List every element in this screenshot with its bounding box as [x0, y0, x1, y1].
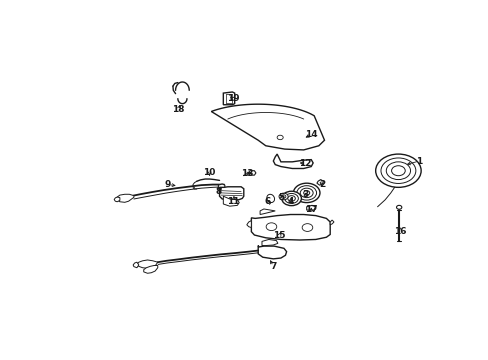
- Text: 17: 17: [305, 205, 317, 214]
- Text: 2: 2: [319, 180, 325, 189]
- Polygon shape: [248, 171, 255, 175]
- Circle shape: [396, 205, 401, 209]
- Text: 6: 6: [264, 197, 270, 206]
- Circle shape: [375, 154, 420, 187]
- Polygon shape: [117, 194, 134, 202]
- Circle shape: [386, 162, 410, 180]
- Circle shape: [380, 158, 415, 184]
- Polygon shape: [218, 184, 224, 190]
- Circle shape: [277, 135, 283, 140]
- Circle shape: [287, 196, 295, 201]
- Circle shape: [281, 191, 301, 206]
- Text: 18: 18: [172, 105, 184, 114]
- Polygon shape: [273, 154, 312, 168]
- Ellipse shape: [266, 194, 274, 203]
- Circle shape: [293, 183, 319, 203]
- Circle shape: [302, 224, 312, 231]
- Text: 1: 1: [415, 157, 422, 166]
- Circle shape: [279, 193, 287, 200]
- Circle shape: [296, 186, 316, 200]
- Text: 13: 13: [240, 169, 253, 178]
- Text: 3: 3: [302, 190, 308, 199]
- Polygon shape: [114, 197, 120, 202]
- Polygon shape: [133, 262, 139, 268]
- Polygon shape: [219, 187, 244, 200]
- Polygon shape: [306, 205, 315, 210]
- Circle shape: [303, 191, 309, 195]
- Text: 8: 8: [215, 187, 221, 196]
- Polygon shape: [211, 104, 324, 150]
- Polygon shape: [143, 266, 158, 273]
- Text: 10: 10: [203, 168, 215, 177]
- Polygon shape: [223, 196, 239, 206]
- Text: 11: 11: [227, 197, 239, 206]
- Text: 19: 19: [227, 94, 240, 103]
- Text: 12: 12: [299, 159, 311, 168]
- Polygon shape: [316, 180, 323, 185]
- Polygon shape: [137, 260, 158, 268]
- Polygon shape: [329, 220, 333, 225]
- Polygon shape: [251, 215, 329, 240]
- Text: 15: 15: [272, 231, 285, 240]
- Text: 5: 5: [277, 193, 284, 202]
- Polygon shape: [260, 209, 275, 215]
- Polygon shape: [262, 239, 277, 246]
- Polygon shape: [246, 221, 251, 228]
- Text: 14: 14: [305, 130, 317, 139]
- Circle shape: [284, 193, 298, 203]
- Circle shape: [300, 188, 312, 198]
- Text: 9: 9: [163, 180, 170, 189]
- Circle shape: [265, 223, 276, 231]
- Text: 4: 4: [286, 197, 293, 206]
- Polygon shape: [223, 92, 234, 105]
- Text: 16: 16: [393, 227, 406, 236]
- Circle shape: [281, 195, 285, 198]
- Text: 7: 7: [269, 262, 276, 271]
- Circle shape: [391, 166, 405, 176]
- Polygon shape: [258, 246, 286, 259]
